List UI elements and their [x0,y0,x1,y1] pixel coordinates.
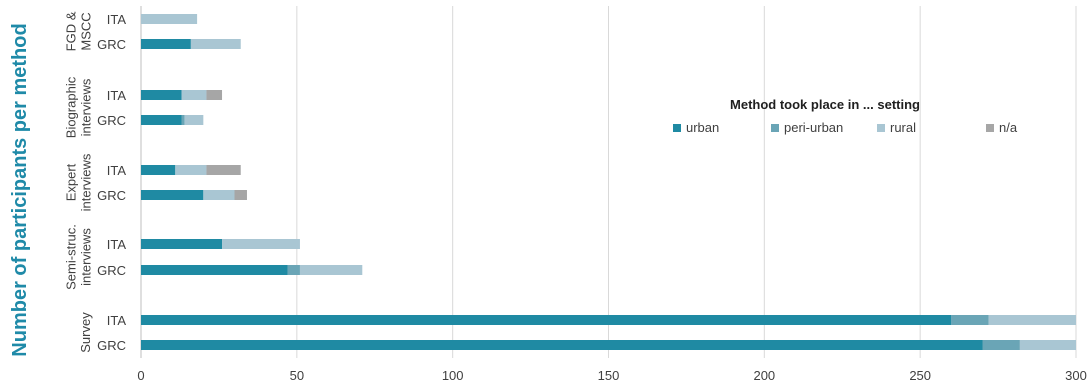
group-labels: FGD &MSCCBiographicinterviewsExpertinter… [64,11,94,352]
group-label-line: interviews [79,153,94,211]
gridlines [140,6,1077,358]
bar-segment-rural [222,239,300,249]
bar-segment-urban [141,190,204,200]
bar-segment-n-a [206,90,223,100]
group-label-line: Expert [64,163,79,201]
bar-segment-peri-urban [287,265,300,275]
bar-segment-rural [299,265,363,275]
bar-segment-urban [141,115,182,125]
x-tick-label: 0 [137,368,144,383]
legend-swatch [673,124,681,132]
bar-segment-rural [203,190,235,200]
bar-segment-urban [141,90,182,100]
category-label: GRC [97,37,126,52]
group-label-line: interviews [79,228,94,286]
legend-swatch [771,124,779,132]
bar-segment-peri-urban [951,315,989,325]
group-label-line: FGD & [64,11,79,51]
y-axis-label: Number of participants per method [9,23,31,356]
category-label: ITA [107,12,127,27]
group-label: FGD &MSCC [64,11,94,51]
x-tick-label: 200 [753,368,775,383]
bars [141,14,1076,350]
category-label: ITA [107,313,127,328]
legend-title: Method took place in ... setting [730,97,920,112]
group-label-line: Survey [78,312,93,353]
bar-segment-rural [184,115,204,125]
legend: Method took place in ... setting urban pe… [673,97,1018,135]
bar-segment-rural [190,39,241,49]
bar-segment-peri-urban [181,115,185,125]
x-tick-label: 300 [1065,368,1087,383]
category-label: ITA [107,163,127,178]
bar-segment-rural [1019,340,1076,350]
category-label: GRC [97,263,126,278]
legend-items: urban peri-urban rural n/a [673,120,1018,135]
x-tick-label: 250 [909,368,931,383]
bar-segment-n-a [206,165,241,175]
bar-segment-urban [141,39,191,49]
category-label: GRC [97,338,126,353]
category-label: ITA [107,88,127,103]
bar-segment-urban [141,165,176,175]
x-tick-label: 150 [598,368,620,383]
bar-segment-urban [141,265,288,275]
group-label-line: interviews [79,78,94,136]
legend-entry: peri-urban [784,120,843,135]
bar-segment-n-a [234,190,247,200]
bar-segment-rural [141,14,198,24]
group-label-line: MSCC [79,12,94,50]
x-tick-label: 100 [442,368,464,383]
x-tick-label: 50 [290,368,304,383]
legend-swatch [986,124,994,132]
bar-segment-rural [988,315,1076,325]
group-label: Expertinterviews [64,153,94,211]
group-label: Semi-struc.interviews [64,224,94,290]
category-labels: ITA GRC ITA GRC ITA GRC ITA GRC ITA GRC [97,12,126,353]
group-label: Biographicinterviews [64,76,94,138]
bar-segment-urban [141,239,223,249]
bar-segment-urban [141,340,983,350]
legend-entry: n/a [999,120,1018,135]
legend-entry: rural [890,120,916,135]
legend-entry: urban [686,120,719,135]
category-label: GRC [97,113,126,128]
group-label-line: Semi-struc. [64,224,79,290]
bar-segment-rural [175,165,207,175]
bar-segment-peri-urban [982,340,1020,350]
category-label: ITA [107,237,127,252]
bar-segment-rural [181,90,207,100]
bar-segment-urban [141,315,952,325]
x-axis-ticks: 0 50 100 150 200 250 300 [137,368,1086,383]
group-label-line: Biographic [64,76,79,138]
group-label: Survey [78,312,93,353]
legend-swatch [877,124,885,132]
category-label: GRC [97,188,126,203]
